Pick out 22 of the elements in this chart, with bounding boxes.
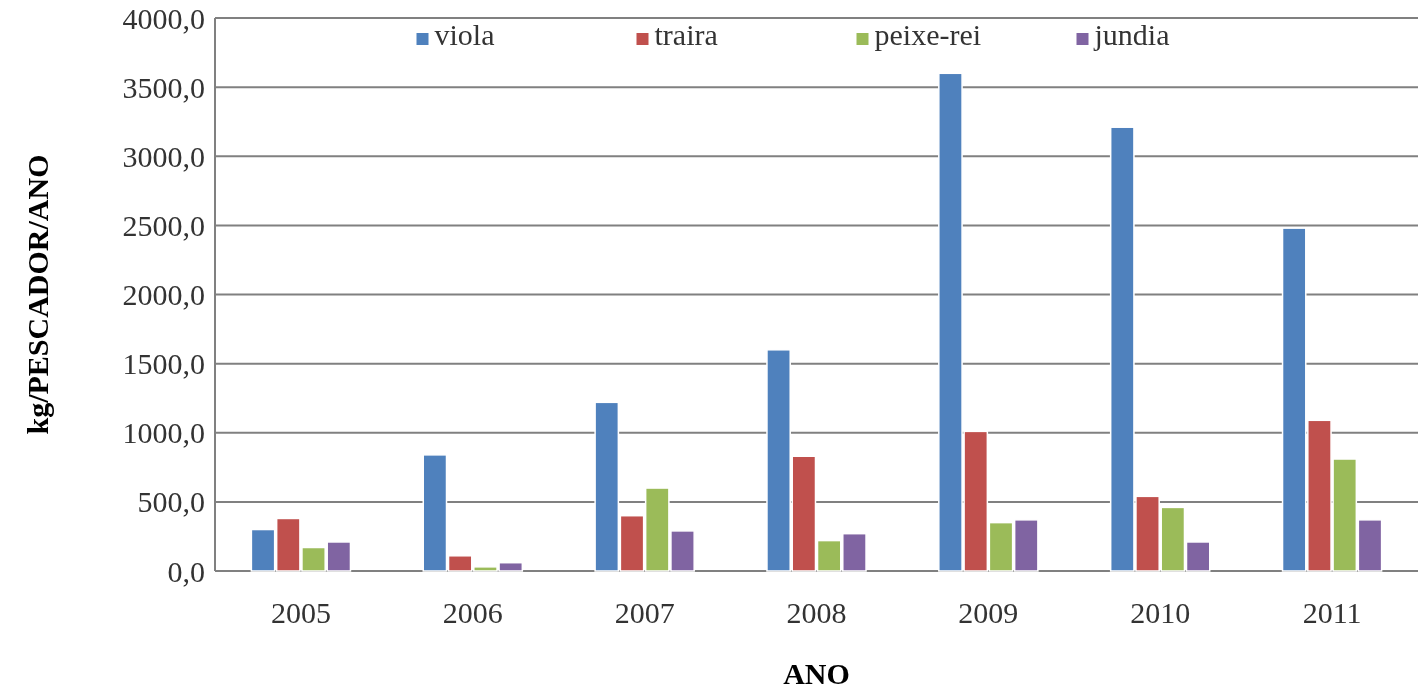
x-tick-label: 2006 <box>442 596 503 629</box>
y-tick-label: 2000,0 <box>122 278 205 311</box>
y-tick-label: 3500,0 <box>122 70 205 104</box>
y-tick-label: 500,0 <box>137 485 205 519</box>
legend-label: jundia <box>1093 18 1170 51</box>
y-tick-label: 2500,0 <box>122 208 205 242</box>
x-tick-label: 2010 <box>1130 596 1191 629</box>
y-tick-label: 4000,0 <box>122 1 205 35</box>
legend-label: traira <box>654 18 718 51</box>
legend-label: viola <box>434 18 495 51</box>
x-axis-title: ANO <box>783 657 850 690</box>
y-tick-label: 1000,0 <box>122 416 205 450</box>
y-tick-label: 1500,0 <box>122 347 205 381</box>
legend-label: peixe-rei <box>874 18 982 51</box>
x-tick-label: 2008 <box>786 596 847 629</box>
y-tick-label: 3000,0 <box>122 139 205 173</box>
x-tick-label: 2011 <box>1302 596 1362 629</box>
y-axis-title: kg/PESCADOR/ANO <box>21 154 54 435</box>
y-tick-label: 0,0 <box>167 554 205 588</box>
x-tick-label: 2009 <box>958 596 1019 629</box>
x-tick-label: 2007 <box>614 596 675 629</box>
x-tick-label: 2005 <box>270 596 331 629</box>
